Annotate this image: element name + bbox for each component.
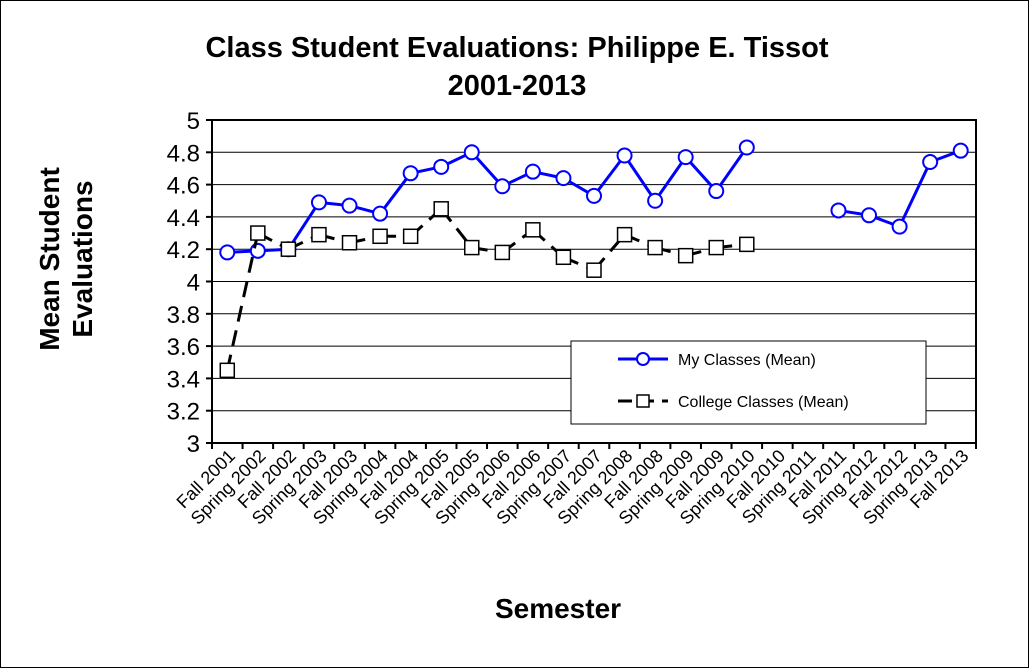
- data-point: [677, 247, 694, 264]
- data-point: [891, 218, 908, 235]
- data-point: [708, 183, 725, 200]
- y-tick-label: 4.2: [167, 237, 200, 264]
- legend-marker-college-classes: [636, 394, 650, 408]
- y-tick-label: 5: [187, 108, 200, 135]
- data-point: [586, 262, 602, 278]
- series-line-segment: [898, 161, 932, 228]
- data-point: [922, 153, 939, 170]
- data-point: [249, 242, 266, 259]
- y-tick-label: 3.6: [167, 334, 200, 361]
- data-point: [219, 244, 236, 261]
- data-point: [250, 225, 266, 241]
- y-tick-label: 4.4: [167, 205, 200, 232]
- data-point: [586, 187, 602, 204]
- series-line-segment: [715, 146, 749, 192]
- y-tick-label: 3.4: [167, 366, 200, 393]
- series-line-segment: [653, 156, 687, 202]
- series-college-classes-mean: [219, 201, 755, 379]
- legend-marker-my-classes: [636, 352, 650, 366]
- data-point: [464, 239, 480, 256]
- data-point: [647, 239, 663, 256]
- y-tick-label: 4.6: [167, 173, 200, 200]
- series-line-segment: [378, 172, 412, 215]
- data-point: [280, 241, 297, 257]
- data-point: [555, 170, 572, 187]
- data-point: [219, 362, 236, 379]
- data-point: [861, 207, 878, 224]
- data-point: [494, 244, 511, 261]
- x-axis-title: Semester: [495, 593, 621, 624]
- y-axis-title-line1: Mean Student: [34, 167, 65, 351]
- series-line-segment: [287, 201, 321, 251]
- data-point: [433, 158, 450, 175]
- data-point: [616, 147, 633, 164]
- data-point: [555, 249, 572, 266]
- data-point: [525, 222, 541, 238]
- series-my-classes-mean: [219, 139, 969, 261]
- data-point: [310, 194, 327, 211]
- data-point: [372, 228, 388, 245]
- data-point: [463, 144, 480, 161]
- data-point: [738, 139, 755, 156]
- data-point: [402, 165, 419, 182]
- chart-title: Class Student Evaluations: Philippe E. T…: [205, 32, 828, 64]
- legend-box: [570, 340, 927, 425]
- data-point: [341, 197, 358, 214]
- series-layer: [219, 139, 969, 379]
- data-point: [402, 228, 419, 245]
- y-axis-ticks: 3 3.2 3.4 3.6 3.8 4 4.2 4.4 4.6 4.8 5: [167, 108, 212, 458]
- y-tick-label: 3.2: [167, 399, 200, 426]
- data-point: [341, 234, 358, 251]
- data-point: [311, 226, 327, 243]
- data-point: [647, 192, 664, 209]
- data-point: [616, 226, 633, 243]
- y-tick-label: 3: [187, 431, 200, 458]
- data-point: [372, 205, 389, 222]
- data-point: [433, 201, 449, 217]
- y-tick-label: 3.8: [167, 302, 200, 329]
- legend: My Classes (Mean) College Classes (Mean): [570, 340, 927, 425]
- legend-label-my-classes: My Classes (Mean): [678, 352, 816, 369]
- legend-label-college-classes: College Classes (Mean): [678, 394, 849, 411]
- y-tick-label: 4: [187, 270, 200, 297]
- data-point: [952, 142, 969, 159]
- data-point: [494, 178, 511, 195]
- data-point: [524, 163, 541, 180]
- series-line-segment: [623, 154, 657, 202]
- data-point: [739, 236, 755, 253]
- chart-subtitle: 2001-2013: [448, 70, 587, 102]
- y-axis-title-line2: Evaluations: [67, 180, 98, 337]
- data-point: [708, 239, 724, 256]
- data-point: [830, 202, 847, 219]
- y-tick-label: 4.8: [167, 140, 200, 167]
- data-point: [677, 149, 694, 166]
- series-line-segment: [592, 154, 626, 197]
